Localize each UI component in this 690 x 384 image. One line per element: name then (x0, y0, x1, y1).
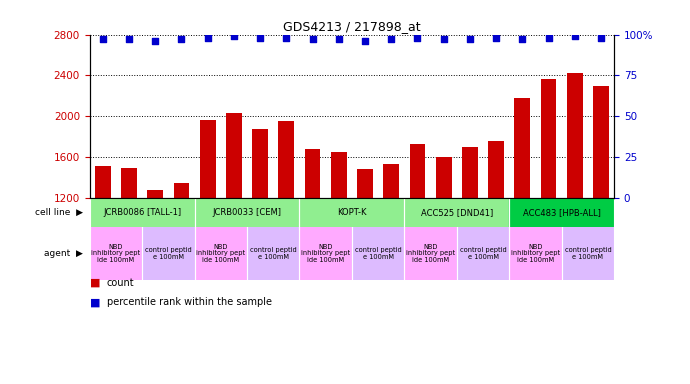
Bar (299, 198, 404, 227)
Bar (95, 166, 110, 320)
Text: JCRB0086 [TALL-1]: JCRB0086 [TALL-1] (103, 208, 181, 217)
Bar (305, 149, 320, 320)
Point (569, 33, 580, 39)
Text: ■: ■ (90, 278, 104, 288)
Bar (509, 227, 562, 280)
Bar (567, 73, 582, 320)
Bar (195, 198, 299, 227)
Title: GDS4213 / 217898_at: GDS4213 / 217898_at (283, 20, 421, 33)
Text: ACC525 [DND41]: ACC525 [DND41] (421, 208, 493, 217)
Point (543, 35, 554, 41)
Bar (457, 227, 509, 280)
Point (464, 36, 475, 43)
Text: count: count (107, 278, 135, 288)
Text: percentile rank within the sample: percentile rank within the sample (107, 297, 272, 307)
Bar (279, 121, 294, 320)
Bar (509, 198, 614, 227)
Bar (174, 184, 189, 320)
Point (359, 38, 371, 44)
Text: NBD
inhibitory pept
ide 100mM: NBD inhibitory pept ide 100mM (301, 244, 351, 263)
Bar (357, 169, 373, 320)
Bar (253, 129, 268, 320)
Bar (200, 120, 215, 320)
Point (281, 35, 292, 41)
Text: agent  ▶: agent ▶ (44, 249, 83, 258)
Text: ACC483 [HPB-ALL]: ACC483 [HPB-ALL] (523, 208, 600, 217)
Text: NBD
inhibitory pept
ide 100mM: NBD inhibitory pept ide 100mM (196, 244, 246, 263)
Bar (299, 227, 352, 280)
Point (124, 36, 135, 43)
Point (491, 35, 502, 41)
Point (228, 33, 239, 39)
Bar (226, 113, 242, 320)
Point (150, 38, 161, 44)
Bar (331, 152, 346, 320)
Bar (90, 198, 195, 227)
Point (517, 36, 528, 43)
Bar (489, 141, 504, 320)
Bar (410, 144, 425, 320)
Bar (404, 227, 457, 280)
Point (202, 35, 213, 41)
Point (333, 36, 344, 43)
Bar (121, 168, 137, 320)
Bar (541, 79, 556, 320)
Text: control peptid
e 100mM: control peptid e 100mM (145, 247, 192, 260)
Text: KOPT-K: KOPT-K (337, 208, 366, 217)
Point (386, 36, 397, 43)
Point (595, 35, 607, 41)
Text: NBD
inhibitory pept
ide 100mM: NBD inhibitory pept ide 100mM (406, 244, 455, 263)
Bar (247, 227, 299, 280)
Bar (352, 227, 404, 280)
Text: NBD
inhibitory pept
ide 100mM: NBD inhibitory pept ide 100mM (511, 244, 560, 263)
Bar (195, 227, 247, 280)
Bar (436, 157, 451, 320)
Point (412, 35, 423, 41)
Bar (562, 227, 614, 280)
Bar (593, 86, 609, 320)
Text: control peptid
e 100mM: control peptid e 100mM (355, 247, 402, 260)
Text: control peptid
e 100mM: control peptid e 100mM (564, 247, 611, 260)
Text: control peptid
e 100mM: control peptid e 100mM (460, 247, 506, 260)
Point (97, 36, 108, 43)
Bar (462, 147, 477, 320)
Point (255, 35, 266, 41)
Bar (148, 190, 163, 320)
Bar (515, 98, 530, 320)
Text: ■: ■ (90, 297, 104, 307)
Text: NBD
inhibitory pept
ide 100mM: NBD inhibitory pept ide 100mM (91, 244, 141, 263)
Text: JCRB0033 [CEM]: JCRB0033 [CEM] (213, 208, 282, 217)
Text: control peptid
e 100mM: control peptid e 100mM (250, 247, 297, 260)
Bar (90, 227, 142, 280)
Bar (142, 227, 195, 280)
Bar (384, 164, 399, 320)
Point (307, 36, 318, 43)
Point (438, 36, 449, 43)
Point (176, 36, 187, 43)
Bar (404, 198, 509, 227)
Text: cell line  ▶: cell line ▶ (34, 208, 83, 217)
